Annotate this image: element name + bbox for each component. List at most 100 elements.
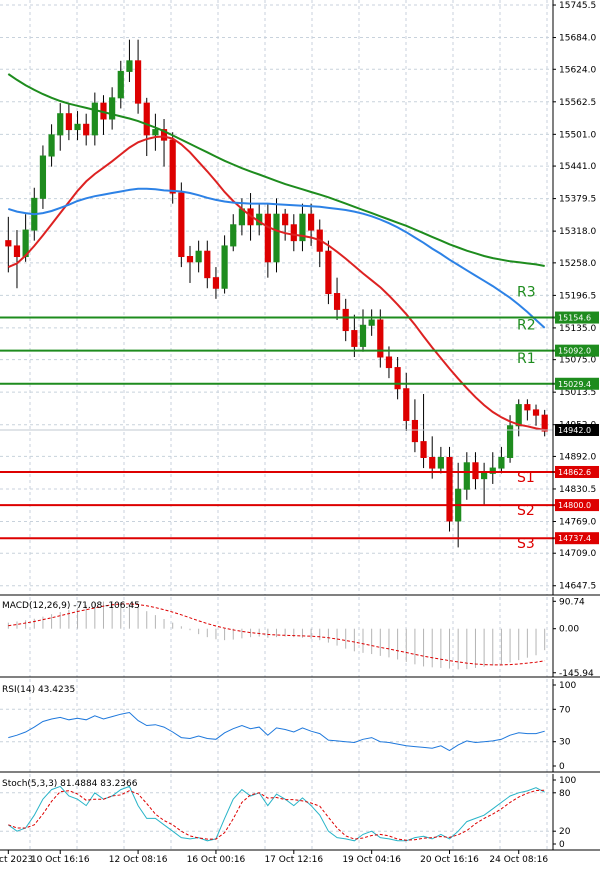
candle-bearish: [143, 102, 150, 136]
y-tick-label: 80: [559, 789, 571, 799]
candle-bullish: [437, 456, 444, 469]
y-tick-label: 15745.5: [559, 1, 596, 11]
y-tick-label: 15379.5: [559, 195, 596, 205]
candle-bearish: [385, 356, 393, 369]
pivot-price-tag: [555, 465, 599, 478]
y-tick-label: 14709.0: [559, 549, 596, 559]
stoch-title: Stoch(5,3,3) 81.4884 83.2366: [2, 779, 138, 789]
pivot-level-name: R1: [517, 351, 536, 367]
pivot-level-name: R3: [517, 285, 536, 301]
pivot-price-label: 14737.4: [558, 534, 591, 543]
candle-bearish: [403, 388, 410, 421]
y-tick-label: 20: [559, 827, 571, 837]
candle-bearish: [83, 123, 90, 136]
pivot-level-name: S2: [517, 503, 535, 519]
y-tick-label: 14769.0: [559, 517, 596, 527]
pivot-price-tag: [555, 499, 599, 512]
candle-bearish: [524, 404, 531, 411]
y-tick-label: 100: [559, 681, 576, 691]
candle-bullish: [299, 213, 306, 242]
candle-bullish: [109, 97, 116, 120]
stoch-k-line: [8, 785, 545, 842]
pivot-price-label: 15092.0: [558, 347, 591, 356]
current-price-label: 14942.0: [558, 426, 591, 435]
candle-bearish: [134, 60, 142, 104]
y-tick-label: 15013.5: [559, 388, 596, 398]
pivot-price-tag: [555, 311, 599, 324]
candle-bearish: [411, 419, 419, 443]
candle-bullish: [463, 462, 470, 490]
candle-bullish: [506, 425, 514, 458]
macd-title: MACD(12,26,9) -71.08 -106.45: [2, 601, 140, 611]
candle-bearish: [394, 367, 401, 390]
y-tick-label: 14647.5: [559, 582, 596, 592]
candle-bullish: [230, 224, 237, 247]
candle-bullish: [48, 134, 55, 157]
candle-bearish: [282, 213, 289, 226]
y-tick-label: 15684.0: [559, 34, 596, 44]
current-price-tag: [555, 423, 599, 436]
x-tick-label: 17 Oct 12:16: [264, 855, 323, 865]
candle-bullish: [74, 123, 81, 131]
y-tick-label: 15562.5: [559, 98, 596, 108]
y-tick-label: 30: [559, 738, 571, 748]
y-tick-label: 14830.5: [559, 485, 596, 495]
y-tick-label: 90.74: [559, 597, 585, 607]
y-tick-label: 15501.0: [559, 130, 596, 140]
y-tick-label: 15135.0: [559, 324, 596, 334]
candle-bullish: [126, 60, 133, 72]
candle-bullish: [195, 250, 202, 263]
candle-bearish: [212, 277, 220, 289]
candle-bearish: [290, 224, 297, 242]
candle-bullish: [221, 245, 228, 289]
y-tick-label: 15196.5: [559, 291, 596, 301]
candle-bearish: [446, 456, 453, 522]
pivot-price-label: 14862.6: [558, 468, 591, 477]
pivot-price-label: 14800.0: [558, 501, 591, 510]
rsi-title: RSI(14) 43.4235: [2, 685, 75, 695]
candle-bearish: [429, 456, 436, 469]
candle-bearish: [377, 319, 384, 358]
candle-bullish: [273, 213, 280, 263]
pivot-level-name: R2: [517, 318, 536, 334]
candle-bearish: [13, 245, 21, 258]
macd-panel: 90.74 0.00 -145.94: [0, 597, 600, 679]
moving-average-line: [8, 187, 546, 329]
candle-bearish: [160, 129, 168, 141]
moving-average-line: [7, 73, 545, 267]
main-panel: 15745.5 15684.0 15624.0 15562.5 15501.0 15441…: [0, 0, 600, 596]
y-tick-label: 15624.0: [559, 65, 596, 75]
x-tick-label: 12 Oct 08:16: [109, 855, 168, 865]
candle-bearish: [186, 256, 194, 263]
candle-bearish: [178, 192, 185, 258]
macd-signal-line: [8, 603, 545, 666]
pivot-price-label: 15029.4: [558, 380, 591, 389]
y-tick-label: 15318.0: [559, 227, 596, 237]
y-tick-label: 0: [559, 762, 565, 772]
candle-bullish: [498, 456, 505, 469]
candle-bearish: [541, 414, 548, 432]
candle-bearish: [420, 441, 427, 458]
candle-bullish: [515, 404, 522, 427]
candle-bullish: [57, 113, 64, 136]
stoch-d-line: [8, 789, 545, 841]
candle-bearish: [342, 308, 349, 332]
x-tick-label: 16 Oct 00:16: [187, 855, 246, 865]
pivot-price-tag: [555, 377, 599, 390]
pivot-level-name: S1: [517, 470, 535, 486]
candle-bullish: [117, 70, 124, 99]
x-tick-label: 20 Oct 16:16: [420, 855, 479, 865]
y-tick-label: 70: [559, 705, 571, 715]
y-tick-label: 14892.0: [559, 452, 596, 462]
candle-bullish: [39, 155, 47, 199]
candle-bullish: [91, 102, 98, 136]
candle-bearish: [308, 213, 315, 231]
y-tick-label: 0: [559, 840, 565, 850]
stoch-panel: 100 80 20 0: [0, 774, 600, 851]
y-tick-label: 15075.0: [559, 356, 596, 366]
candle-bullish: [359, 324, 367, 347]
y-tick-label: 15441.0: [559, 162, 596, 172]
y-tick-label: 15258.0: [559, 259, 596, 269]
